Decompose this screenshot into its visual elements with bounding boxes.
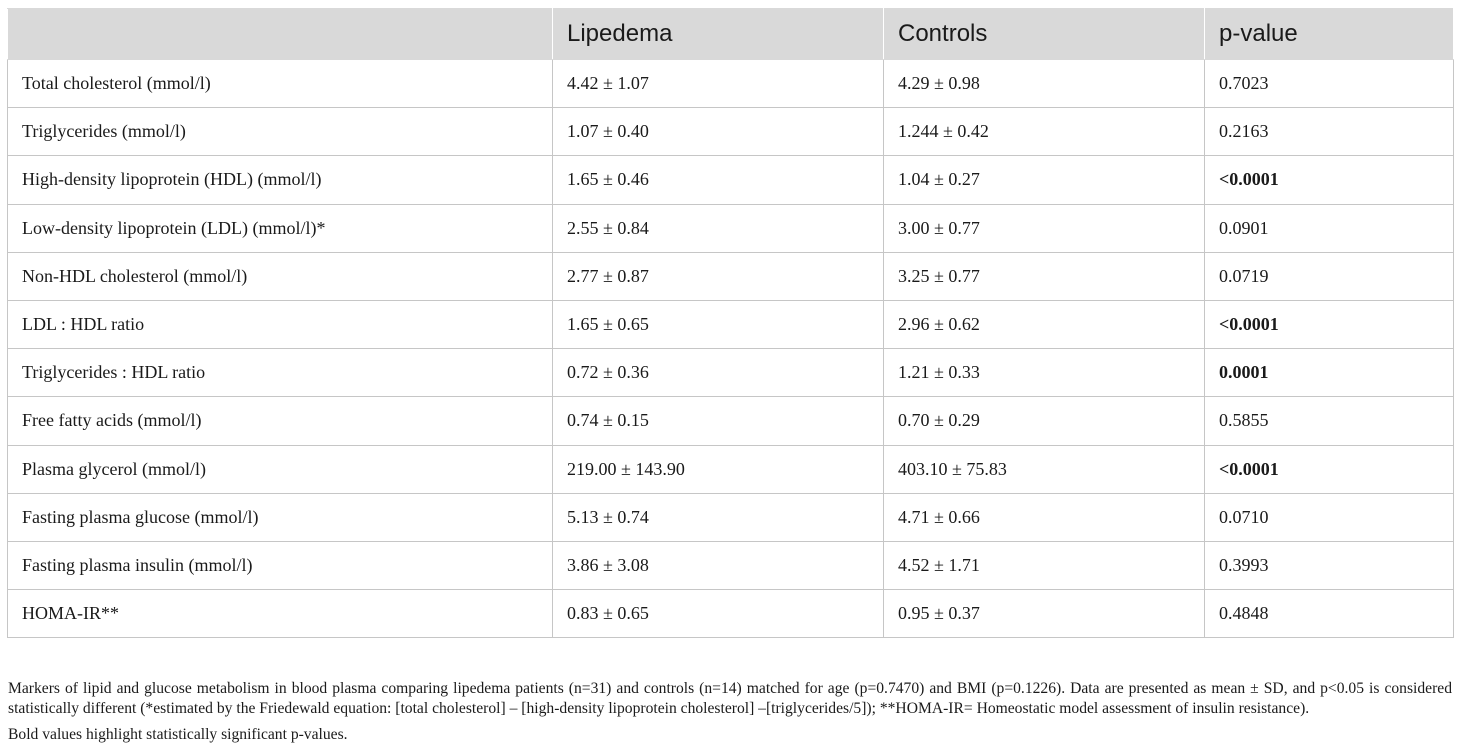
controls-cell: 1.21 ± 0.33	[883, 348, 1205, 398]
lipedema-cell: 4.42 ± 1.07	[552, 58, 884, 109]
lipedema-cell: 219.00 ± 143.90	[552, 444, 884, 494]
lipedema-cell: 0.74 ± 0.15	[552, 396, 884, 446]
marker-cell: Low-density lipoprotein (LDL) (mmol/l)*	[7, 203, 553, 253]
marker-cell: Free fatty acids (mmol/l)	[7, 396, 553, 446]
controls-cell: 3.00 ± 0.77	[883, 203, 1205, 253]
table-row: Triglycerides : HDL ratio 0.72 ± 0.36 1.…	[7, 348, 1454, 398]
table-row: Total cholesterol (mmol/l) 4.42 ± 1.07 4…	[7, 58, 1454, 109]
table-row: Non-HDL cholesterol (mmol/l) 2.77 ± 0.87…	[7, 251, 1454, 301]
lipedema-cell: 2.55 ± 0.84	[552, 203, 884, 253]
data-table-container: Lipedema Controls p-value Total choleste…	[7, 8, 1454, 639]
marker-cell: Triglycerides (mmol/l)	[7, 107, 553, 157]
p-value-cell-significant: <0.0001	[1204, 444, 1454, 494]
header-controls: Controls	[883, 8, 1205, 60]
p-value-cell: 0.0719	[1204, 251, 1454, 301]
lipedema-cell: 1.07 ± 0.40	[552, 107, 884, 157]
header-row: Lipedema Controls p-value	[7, 8, 1454, 60]
table-row: Triglycerides (mmol/l) 1.07 ± 0.40 1.244…	[7, 107, 1454, 157]
header-p-value: p-value	[1204, 8, 1454, 60]
table-row: Fasting plasma insulin (mmol/l) 3.86 ± 3…	[7, 540, 1454, 591]
table-footnote: Markers of lipid and glucose metabolism …	[8, 680, 1452, 717]
lipedema-cell: 1.65 ± 0.46	[552, 155, 884, 205]
lipedema-cell: 2.77 ± 0.87	[552, 251, 884, 301]
bold-values-note: Bold values highlight statistically sign…	[8, 726, 348, 743]
p-value-cell: 0.0710	[1204, 492, 1454, 542]
controls-cell: 3.25 ± 0.77	[883, 251, 1205, 301]
marker-cell: Total cholesterol (mmol/l)	[7, 58, 553, 109]
p-value-cell-significant: <0.0001	[1204, 299, 1454, 350]
lipedema-cell: 0.83 ± 0.65	[552, 589, 884, 639]
p-value-cell: 0.2163	[1204, 107, 1454, 157]
table-row: Fasting plasma glucose (mmol/l) 5.13 ± 0…	[7, 492, 1454, 542]
p-value-cell-significant: <0.0001	[1204, 155, 1454, 205]
lipedema-cell: 3.86 ± 3.08	[552, 540, 884, 591]
p-value-cell: 0.7023	[1204, 58, 1454, 109]
table-row: Low-density lipoprotein (LDL) (mmol/l)* …	[7, 203, 1454, 253]
table-row: LDL : HDL ratio 1.65 ± 0.65 2.96 ± 0.62 …	[7, 299, 1454, 350]
table-row: Free fatty acids (mmol/l) 0.74 ± 0.15 0.…	[7, 396, 1454, 446]
controls-cell: 4.71 ± 0.66	[883, 492, 1205, 542]
marker-cell: Fasting plasma insulin (mmol/l)	[7, 540, 553, 591]
marker-cell: High-density lipoprotein (HDL) (mmol/l)	[7, 155, 553, 205]
controls-cell: 4.52 ± 1.71	[883, 540, 1205, 591]
lipedema-cell: 5.13 ± 0.74	[552, 492, 884, 542]
table-row: Plasma glycerol (mmol/l) 219.00 ± 143.90…	[7, 444, 1454, 494]
p-value-cell-significant: 0.0001	[1204, 348, 1454, 398]
controls-cell: 2.96 ± 0.62	[883, 299, 1205, 350]
table-body: Total cholesterol (mmol/l) 4.42 ± 1.07 4…	[7, 58, 1454, 639]
p-value-cell: 0.5855	[1204, 396, 1454, 446]
lipid-glucose-table: Lipedema Controls p-value Total choleste…	[7, 8, 1454, 639]
marker-cell: Triglycerides : HDL ratio	[7, 348, 553, 398]
marker-cell: HOMA-IR**	[7, 589, 553, 639]
marker-cell: Plasma glycerol (mmol/l)	[7, 444, 553, 494]
table-row: HOMA-IR** 0.83 ± 0.65 0.95 ± 0.37 0.4848	[7, 589, 1454, 639]
marker-cell: Fasting plasma glucose (mmol/l)	[7, 492, 553, 542]
table-header: Lipedema Controls p-value	[7, 8, 1454, 60]
marker-cell: LDL : HDL ratio	[7, 299, 553, 350]
controls-cell: 0.95 ± 0.37	[883, 589, 1205, 639]
controls-cell: 0.70 ± 0.29	[883, 396, 1205, 446]
marker-cell: Non-HDL cholesterol (mmol/l)	[7, 251, 553, 301]
p-value-cell: 0.0901	[1204, 203, 1454, 253]
lipedema-cell: 0.72 ± 0.36	[552, 348, 884, 398]
p-value-cell: 0.4848	[1204, 589, 1454, 639]
header-marker	[7, 8, 553, 60]
table-row: High-density lipoprotein (HDL) (mmol/l) …	[7, 155, 1454, 205]
controls-cell: 1.04 ± 0.27	[883, 155, 1205, 205]
controls-cell: 1.244 ± 0.42	[883, 107, 1205, 157]
lipedema-cell: 1.65 ± 0.65	[552, 299, 884, 350]
controls-cell: 403.10 ± 75.83	[883, 444, 1205, 494]
header-lipedema: Lipedema	[552, 8, 884, 60]
controls-cell: 4.29 ± 0.98	[883, 58, 1205, 109]
p-value-cell: 0.3993	[1204, 540, 1454, 591]
